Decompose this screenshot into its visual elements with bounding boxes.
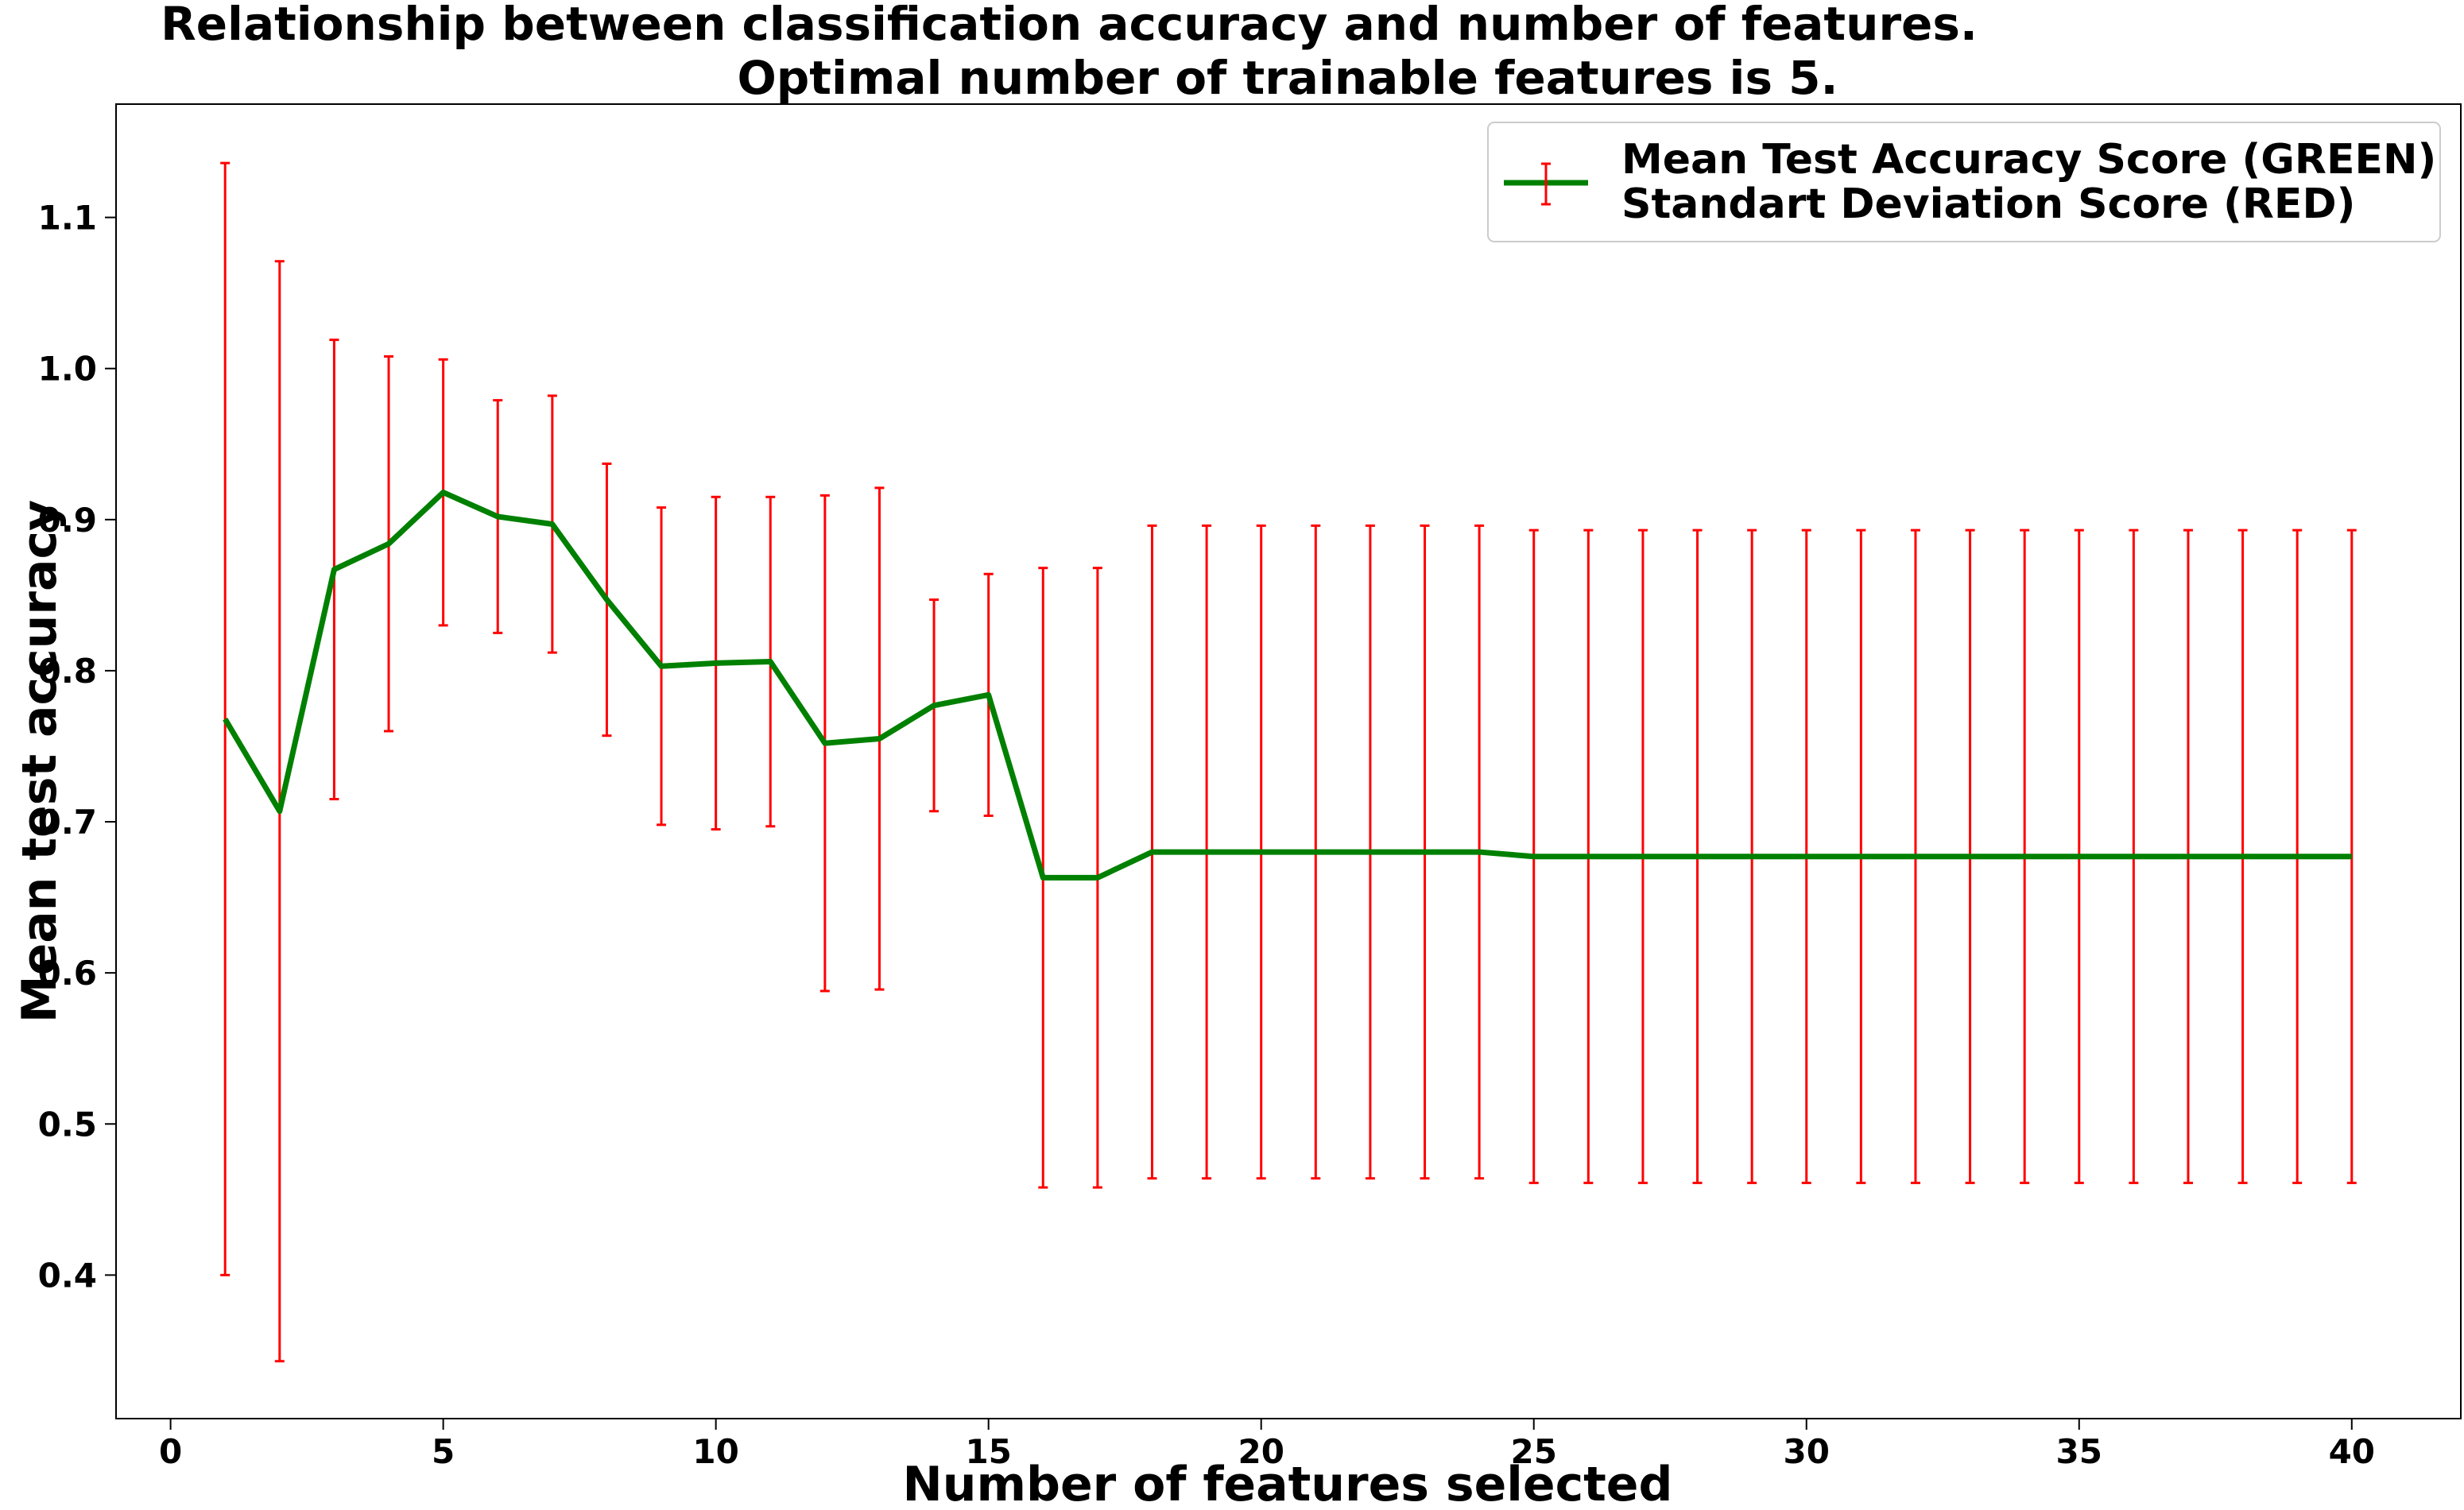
legend-mean-label: Mean Test Accuracy Score (GREEN) [1621, 136, 2436, 184]
x-axis-ticks: 0 5 10 15 20 25 30 35 40 [159, 1419, 2375, 1471]
y-tick-label-0.5: 0.5 [38, 1105, 97, 1144]
chart-title-line-1: Relationship between classification accu… [161, 0, 1978, 51]
legend: Mean Test Accuracy Score (GREEN) Standar… [1487, 122, 2441, 242]
x-tick-label-20: 20 [1238, 1432, 1284, 1471]
x-tick-label-10: 10 [692, 1432, 738, 1471]
errorbar-1 [220, 161, 231, 1276]
x-tick-label-5: 5 [432, 1432, 455, 1471]
plot-area-frame [115, 103, 2462, 1419]
x-tick-label-35: 35 [2056, 1432, 2102, 1471]
legend-std-label: Standart Deviation Score (RED) [1621, 180, 2355, 228]
mean-accuracy-line [223, 490, 2352, 881]
y-tick-label-0.7: 0.7 [38, 803, 97, 842]
y-axis-label: Mean test accuracy [12, 500, 68, 1023]
y-axis-ticks: 0.4 0.5 0.6 0.7 0.8 0.9 1.0 1.1 [38, 199, 116, 1295]
std-errorbars [220, 161, 2357, 1363]
y-tick-label-1.1: 1.1 [38, 199, 97, 238]
x-tick-label-0: 0 [159, 1432, 182, 1471]
x-tick-label-25: 25 [1510, 1432, 1556, 1471]
x-tick-label-40: 40 [2329, 1432, 2375, 1471]
y-tick-label-0.9: 0.9 [38, 501, 97, 540]
chart-title-line-2: Optimal number of trainable features is … [737, 51, 1838, 105]
x-tick-label-15: 15 [965, 1432, 1011, 1471]
x-tick-label-30: 30 [1784, 1432, 1830, 1471]
y-tick-label-0.8: 0.8 [38, 652, 97, 691]
legend-box [1487, 122, 2441, 242]
mean-line-group [223, 490, 2352, 881]
x-axis-label: Number of features selected [903, 1457, 1673, 1510]
y-tick-label-0.6: 0.6 [38, 954, 97, 993]
y-tick-label-0.4: 0.4 [38, 1256, 97, 1295]
y-tick-label-1: 1.0 [38, 350, 97, 389]
